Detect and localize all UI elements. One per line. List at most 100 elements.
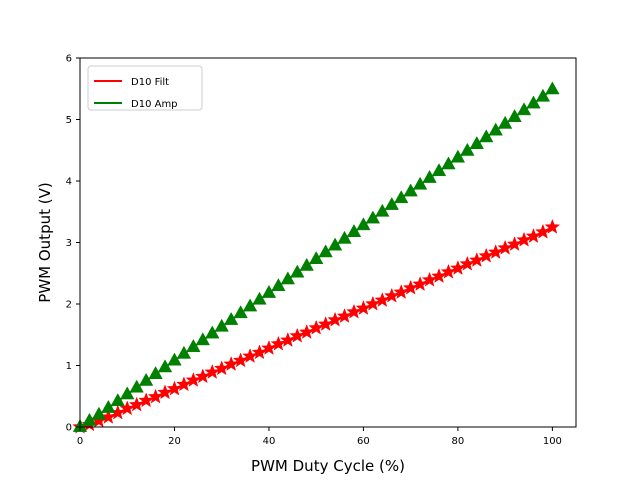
- data-point-d10-amp: [479, 129, 494, 143]
- data-point-d10-amp: [403, 183, 418, 197]
- data-point-d10-filt: [374, 292, 391, 307]
- data-point-d10-amp: [290, 264, 305, 278]
- data-point-d10-filt: [468, 252, 485, 267]
- legend-label-d10-amp: D10 Amp: [131, 99, 178, 110]
- data-point-d10-filt: [213, 360, 230, 376]
- data-point-d10-amp: [242, 298, 258, 312]
- data-point-d10-filt: [251, 344, 268, 360]
- data-point-d10-filt: [535, 223, 551, 239]
- data-point-d10-filt: [166, 380, 183, 396]
- data-point-d10-amp: [167, 352, 182, 366]
- data-point-d10-filt: [261, 340, 277, 355]
- data-point-d10-filt: [147, 388, 164, 404]
- data-point-d10-amp: [327, 237, 343, 251]
- data-point-d10-filt: [298, 324, 315, 339]
- data-point-d10-filt: [440, 263, 457, 279]
- y-axis-title: PWM Output (V): [36, 182, 54, 302]
- data-point-d10-amp: [497, 115, 513, 129]
- data-point-d10-amp: [261, 284, 277, 298]
- x-tick-label: 40: [263, 436, 276, 447]
- x-axis-title: PWM Duty Cycle (%): [251, 457, 405, 475]
- data-point-d10-amp: [223, 311, 239, 325]
- y-tick-label: 2: [66, 300, 72, 311]
- data-point-d10-filt: [412, 276, 428, 291]
- data-point-d10-amp: [157, 359, 173, 373]
- data-point-d10-amp: [271, 278, 286, 292]
- data-point-d10-filt: [176, 376, 192, 392]
- data-point-d10-filt: [383, 287, 400, 303]
- data-point-d10-amp: [252, 291, 267, 305]
- data-point-d10-filt: [478, 247, 495, 263]
- x-tick-label: 0: [77, 436, 83, 447]
- y-tick-label: 6: [66, 54, 72, 65]
- data-point-d10-filt: [544, 218, 561, 234]
- data-point-d10-amp: [507, 109, 522, 122]
- data-point-d10-amp: [412, 176, 428, 190]
- data-point-d10-amp: [91, 406, 107, 420]
- data-point-d10-amp: [120, 386, 135, 400]
- data-point-d10-filt: [128, 396, 145, 412]
- data-point-d10-amp: [516, 102, 532, 116]
- y-tick-label: 4: [66, 177, 72, 188]
- data-point-d10-filt: [393, 284, 410, 299]
- data-point-d10-amp: [384, 196, 399, 210]
- data-point-d10-filt: [223, 356, 239, 371]
- data-point-d10-filt: [365, 295, 381, 311]
- data-point-d10-filt: [280, 332, 296, 347]
- data-point-d10-amp: [101, 399, 116, 413]
- data-point-d10-filt: [327, 311, 343, 327]
- data-point-d10-filt: [487, 244, 504, 259]
- data-point-d10-filt: [289, 327, 306, 343]
- data-point-d10-amp: [469, 136, 484, 149]
- data-point-d10-amp: [460, 142, 475, 156]
- x-axis: 0 20 40 60 80 100: [77, 427, 562, 447]
- data-point-d10-amp: [441, 156, 456, 170]
- data-point-d10-filt: [516, 231, 532, 247]
- data-point-d10-filt: [431, 268, 447, 283]
- y-tick-label: 5: [66, 115, 72, 126]
- data-point-d10-filt: [119, 400, 136, 416]
- data-point-d10-amp: [299, 257, 314, 271]
- data-point-d10-amp: [375, 203, 390, 217]
- data-point-d10-filt: [204, 364, 221, 379]
- data-point-d10-amp: [356, 217, 371, 231]
- data-point-d10-filt: [138, 392, 154, 408]
- data-point-d10-filt: [525, 228, 542, 243]
- data-point-d10-filt: [346, 303, 362, 319]
- data-point-d10-amp: [129, 379, 144, 393]
- data-point-d10-amp: [535, 88, 551, 102]
- data-point-d10-amp: [110, 393, 125, 407]
- data-point-d10-filt: [336, 308, 353, 323]
- data-point-d10-filt: [195, 368, 211, 384]
- y-tick-label: 1: [66, 361, 72, 372]
- data-point-d10-amp: [148, 366, 163, 380]
- data-point-d10-filt: [308, 319, 324, 335]
- data-point-d10-filt: [157, 384, 173, 400]
- y-tick-label: 3: [66, 238, 72, 249]
- data-point-d10-amp: [337, 230, 352, 244]
- data-point-d10-filt: [402, 279, 419, 295]
- y-axis: 0 1 2 3 4 5 6: [66, 54, 80, 434]
- data-point-d10-filt: [450, 260, 466, 275]
- series-d10-amp: [72, 81, 560, 432]
- data-point-d10-amp: [526, 95, 541, 109]
- x-tick-label: 100: [543, 436, 562, 447]
- data-point-d10-amp: [346, 224, 362, 237]
- data-point-d10-filt: [232, 352, 249, 368]
- legend-box: [87, 65, 203, 111]
- data-point-d10-amp: [318, 244, 333, 258]
- data-point-d10-filt: [317, 316, 334, 331]
- data-point-d10-amp: [365, 210, 381, 224]
- data-point-d10-amp: [545, 81, 560, 95]
- series-d10-filt: [72, 218, 561, 434]
- data-point-d10-amp: [176, 345, 192, 359]
- data-point-d10-amp: [394, 190, 409, 204]
- data-point-d10-amp: [205, 325, 220, 339]
- data-point-d10-filt: [421, 271, 438, 287]
- data-point-d10-amp: [431, 163, 447, 177]
- x-tick-label: 60: [357, 436, 370, 447]
- x-tick-label: 80: [452, 436, 465, 447]
- data-point-d10-amp: [488, 122, 503, 136]
- data-point-d10-amp: [309, 251, 324, 264]
